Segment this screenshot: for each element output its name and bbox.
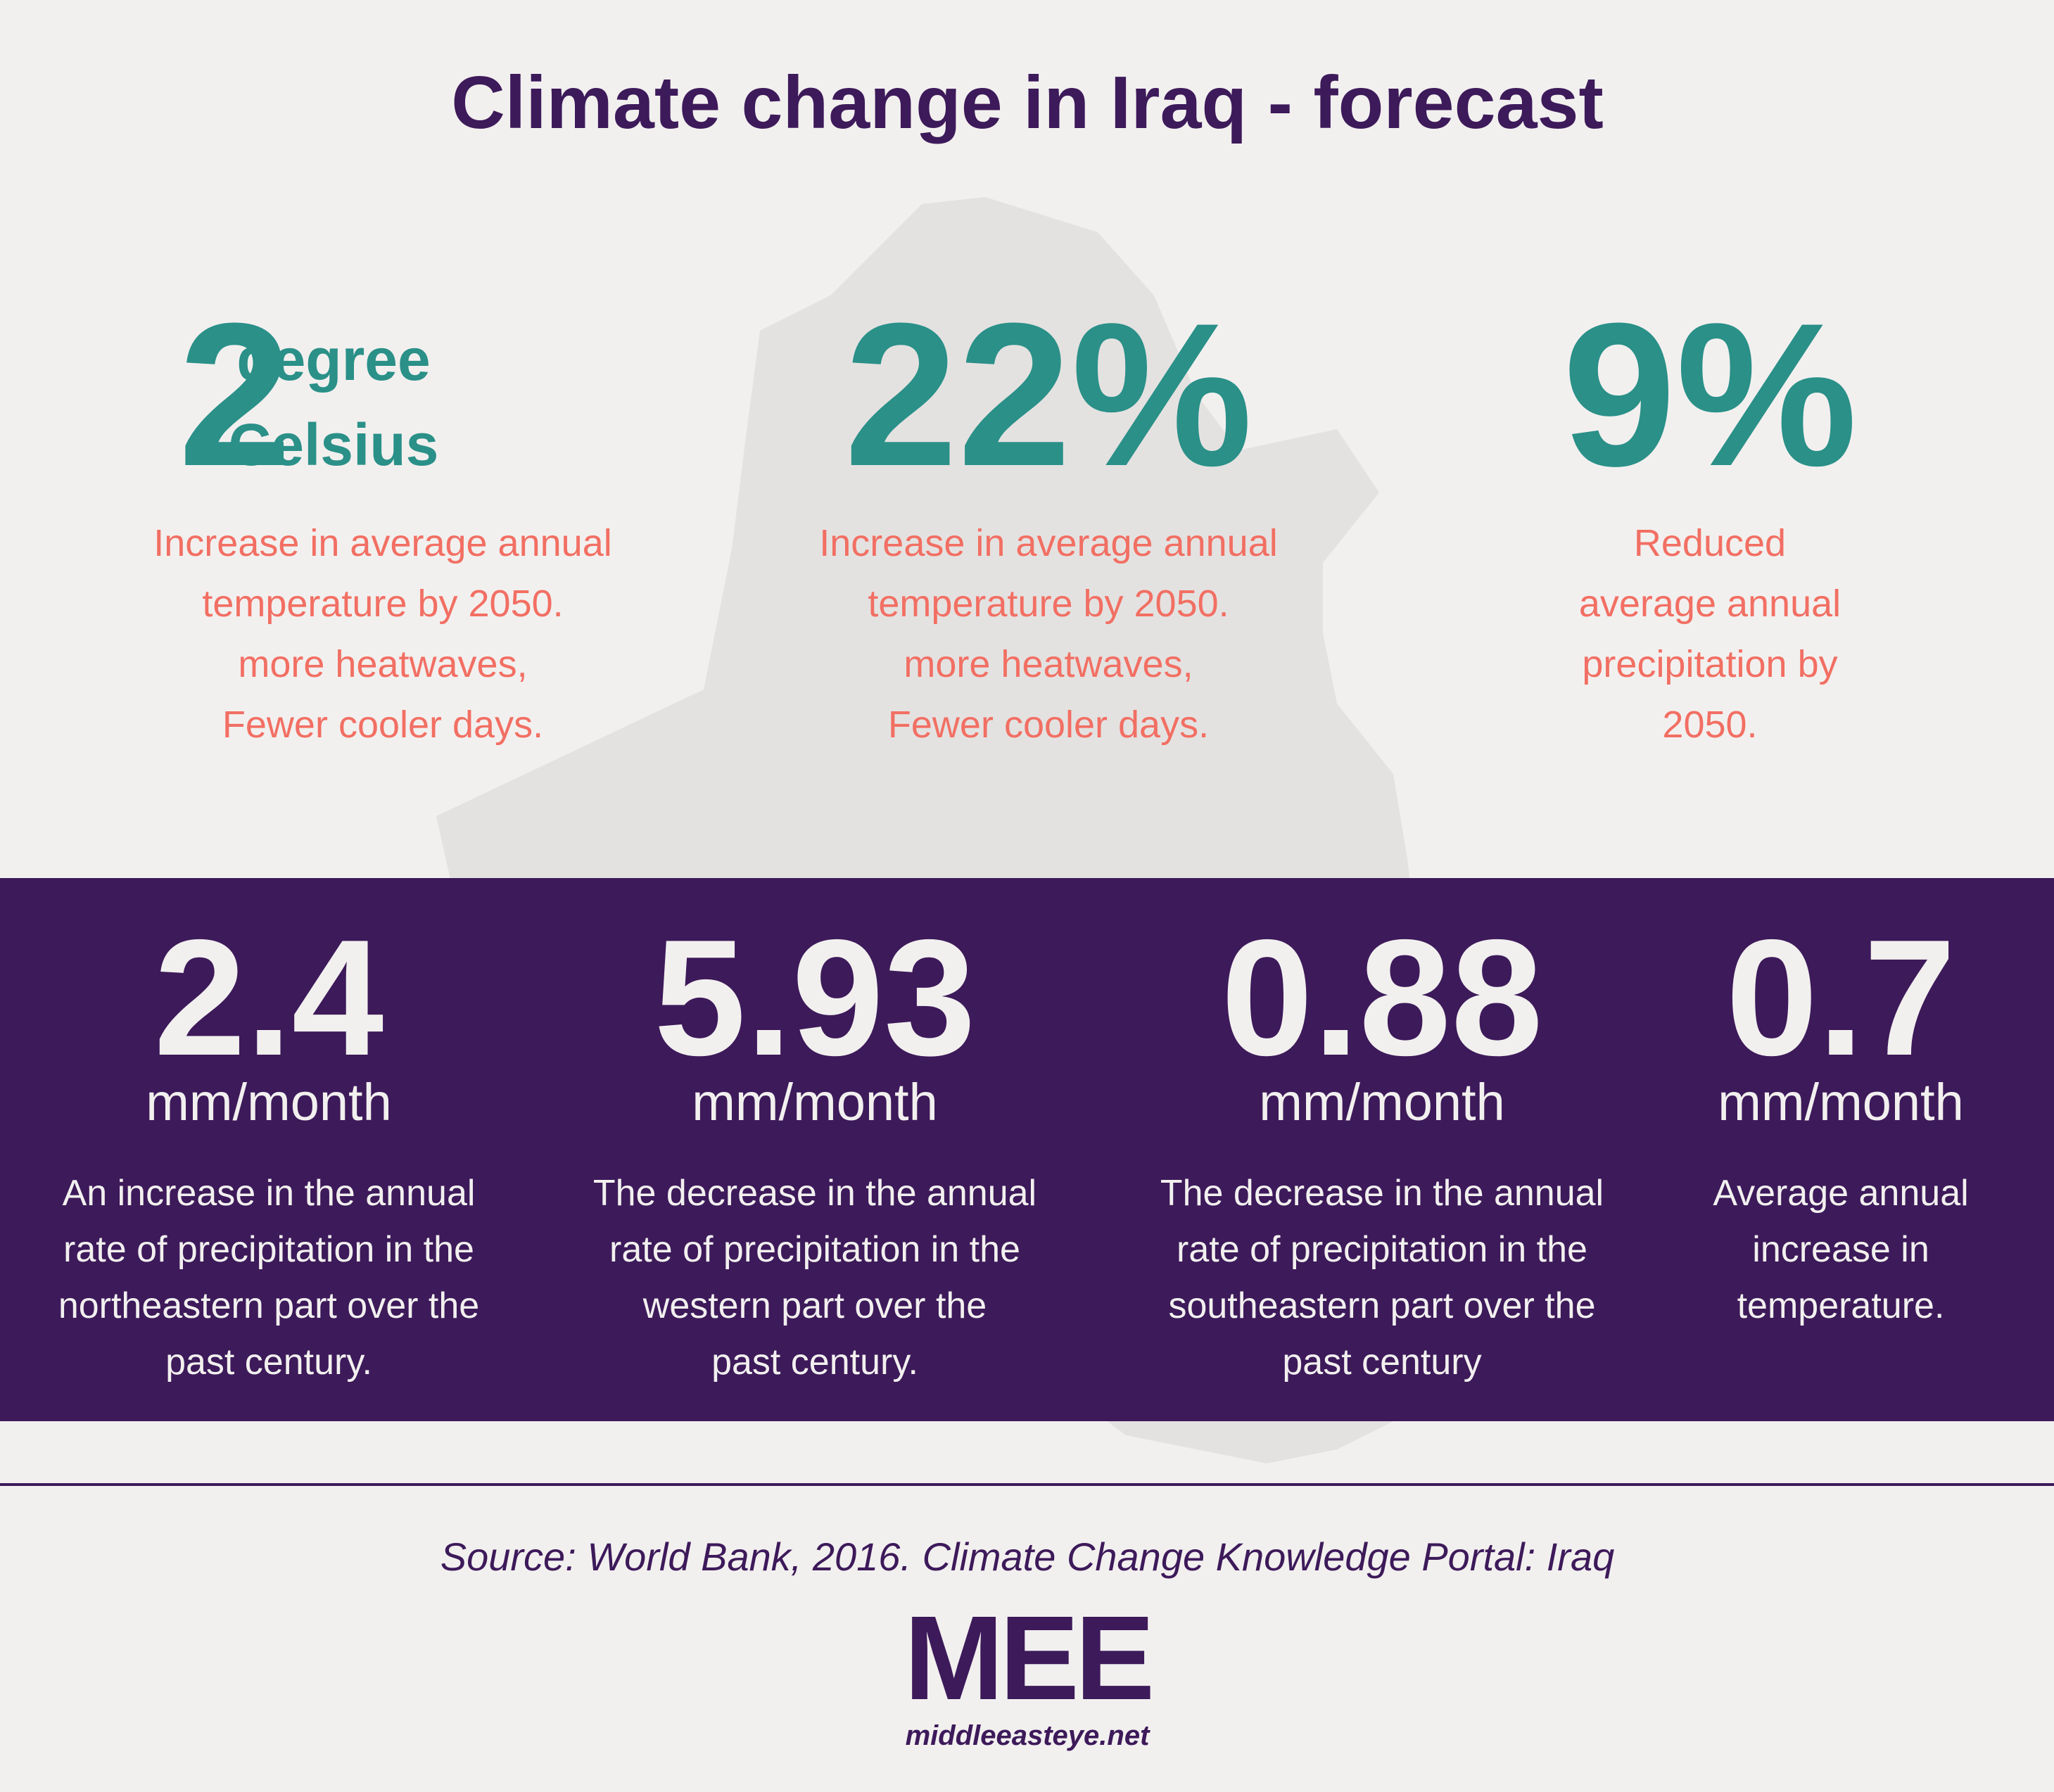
stat-number: 2.4 bbox=[154, 905, 384, 1090]
stat-description: rate of precipitation in the bbox=[63, 1229, 474, 1270]
title: Climate change in Iraq - forecast bbox=[451, 61, 1604, 144]
stat-number: 9% bbox=[1562, 281, 1857, 509]
stat-description: Increase in average annual bbox=[153, 522, 611, 564]
stat-description: Fewer cooler days. bbox=[888, 704, 1209, 746]
stat-description: western part over the bbox=[642, 1285, 987, 1326]
stat-description: rate of precipitation in the bbox=[609, 1229, 1020, 1270]
stat-description: Reduced bbox=[1634, 522, 1786, 564]
stat-description: temperature by 2050. bbox=[868, 583, 1229, 625]
stat-description: northeastern part over the bbox=[58, 1285, 479, 1326]
stat-number: 5.93 bbox=[654, 905, 975, 1090]
stat-description: rate of precipitation in the bbox=[1177, 1229, 1587, 1270]
stat-description: 2050. bbox=[1662, 704, 1757, 746]
stat-unit: Celsius bbox=[229, 412, 439, 478]
stat-description: temperature. bbox=[1737, 1285, 1945, 1326]
stat-number: 22% bbox=[844, 281, 1253, 509]
stat-description: precipitation by bbox=[1582, 643, 1837, 685]
stat-unit: mm/month bbox=[1718, 1073, 1964, 1131]
source: Source: World Bank, 2016. Climate Change… bbox=[440, 1534, 1614, 1579]
logo-url: middleeasteye.net bbox=[906, 1720, 1150, 1751]
stat-description: past century bbox=[1282, 1342, 1481, 1383]
stat-description: The decrease in the annual bbox=[593, 1173, 1036, 1214]
logo-mark: MEE bbox=[904, 1591, 1150, 1725]
stat-description: Fewer cooler days. bbox=[222, 704, 543, 746]
stat-description: average annual bbox=[1579, 583, 1841, 625]
stat-description: The decrease in the annual bbox=[1160, 1173, 1604, 1214]
stat-description: temperature by 2050. bbox=[202, 583, 563, 625]
stat-description: more heatwaves, bbox=[238, 643, 527, 685]
stat-description: more heatwaves, bbox=[904, 643, 1193, 685]
stat-description: Average annual bbox=[1713, 1173, 1968, 1214]
stat-description: Increase in average annual bbox=[819, 522, 1277, 564]
stat-number: 0.7 bbox=[1726, 905, 1956, 1090]
stat-unit: mm/month bbox=[146, 1073, 392, 1131]
purple-band bbox=[0, 878, 2054, 1421]
stat-number: 0.88 bbox=[1221, 905, 1542, 1090]
stat-description: past century. bbox=[711, 1342, 918, 1383]
stat-description: past century. bbox=[165, 1342, 372, 1383]
stat-unit: degree bbox=[236, 326, 430, 393]
stat-unit: mm/month bbox=[692, 1073, 938, 1131]
stat-description: increase in bbox=[1752, 1229, 1929, 1270]
stat-description: An increase in the annual bbox=[63, 1173, 476, 1214]
stat-description: southeastern part over the bbox=[1168, 1285, 1595, 1326]
stat-unit: mm/month bbox=[1259, 1073, 1505, 1131]
stat-number: 2 bbox=[178, 281, 291, 509]
